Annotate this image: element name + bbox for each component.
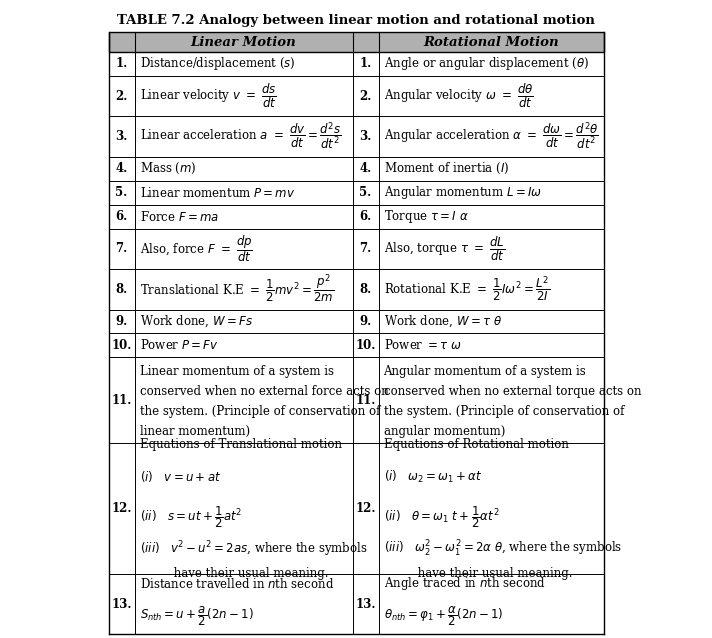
Text: Force $F = ma$: Force $F = ma$ xyxy=(140,209,219,223)
Text: $(iii)\quad v^2 - u^2 = 2as$, where the symbols: $(iii)\quad v^2 - u^2 = 2as$, where the … xyxy=(140,540,367,559)
Text: Mass ($m$): Mass ($m$) xyxy=(140,161,196,177)
Text: $(ii)\quad \theta = \omega_1\ t + \dfrac{1}{2}\alpha t^2$: $(ii)\quad \theta = \omega_1\ t + \dfrac… xyxy=(384,504,499,530)
Text: Rotational Motion: Rotational Motion xyxy=(423,36,559,48)
Text: Torque $\tau = I\ \alpha$: Torque $\tau = I\ \alpha$ xyxy=(384,208,468,225)
Text: have their usual meaning.: have their usual meaning. xyxy=(140,567,328,580)
Text: conserved when no external torque acts on: conserved when no external torque acts o… xyxy=(384,385,641,398)
Text: the system. (Principle of conservation of: the system. (Principle of conservation o… xyxy=(384,405,624,419)
Text: 10.: 10. xyxy=(355,339,376,352)
Text: Also, force $F\ =\ \dfrac{dp}{dt}$: Also, force $F\ =\ \dfrac{dp}{dt}$ xyxy=(140,234,253,264)
Text: 6.: 6. xyxy=(115,210,127,223)
Bar xyxy=(108,309,604,334)
Text: 2.: 2. xyxy=(360,89,372,103)
Text: 9.: 9. xyxy=(360,315,372,328)
Text: Translational K.E $=\ \dfrac{1}{2}mv^2 = \dfrac{p^2}{2m}$: Translational K.E $=\ \dfrac{1}{2}mv^2 =… xyxy=(140,273,334,306)
Text: Linear momentum $P = mv$: Linear momentum $P = mv$ xyxy=(140,186,295,200)
Text: $\theta_{nth} = \varphi_1 + \dfrac{\alpha}{2}(2n-1)$: $\theta_{nth} = \varphi_1 + \dfrac{\alph… xyxy=(384,604,503,628)
Bar xyxy=(108,334,604,357)
Text: TABLE 7.2 Analogy between linear motion and rotational motion: TABLE 7.2 Analogy between linear motion … xyxy=(117,14,595,27)
Text: $S_{nth} = u + \dfrac{a}{2}(2n-1)$: $S_{nth} = u + \dfrac{a}{2}(2n-1)$ xyxy=(140,604,253,628)
Bar xyxy=(108,157,604,181)
Text: $(iii)\quad \omega_2^2 - \omega_1^2 = 2\alpha\ \theta$, where the symbols: $(iii)\quad \omega_2^2 - \omega_1^2 = 2\… xyxy=(384,539,622,560)
Text: $(i)\quad \omega_2 = \omega_1 + \alpha t$: $(i)\quad \omega_2 = \omega_1 + \alpha t… xyxy=(384,468,482,485)
Text: 5.: 5. xyxy=(115,186,127,199)
Text: 3.: 3. xyxy=(360,130,372,143)
Text: Angular momentum $L = I\omega$: Angular momentum $L = I\omega$ xyxy=(384,184,542,201)
Text: Angular momentum of a system is: Angular momentum of a system is xyxy=(384,366,586,378)
Text: 11.: 11. xyxy=(355,394,376,407)
Text: Angle or angular displacement ($\theta$): Angle or angular displacement ($\theta$) xyxy=(384,56,589,73)
Text: 1.: 1. xyxy=(360,57,372,70)
Bar xyxy=(108,32,604,52)
Text: the system. (Principle of conservation of: the system. (Principle of conservation o… xyxy=(140,405,380,419)
Bar xyxy=(108,116,604,157)
Text: Also, torque $\tau\ =\ \dfrac{dL}{dt}$: Also, torque $\tau\ =\ \dfrac{dL}{dt}$ xyxy=(384,235,505,263)
Bar xyxy=(108,52,604,76)
Text: angular momentum): angular momentum) xyxy=(384,425,505,438)
Text: 9.: 9. xyxy=(115,315,127,328)
Text: Equations of Rotational motion: Equations of Rotational motion xyxy=(384,438,568,451)
Text: Rotational K.E $=\ \dfrac{1}{2}I\omega^2 = \dfrac{L^2}{2I}$: Rotational K.E $=\ \dfrac{1}{2}I\omega^2… xyxy=(384,275,550,304)
Text: have their usual meaning.: have their usual meaning. xyxy=(384,567,572,580)
Text: 11.: 11. xyxy=(111,394,132,407)
Bar xyxy=(108,357,604,443)
Text: Angular velocity $\omega\ =\ \dfrac{d\theta}{dt}$: Angular velocity $\omega\ =\ \dfrac{d\th… xyxy=(384,82,533,110)
Text: 13.: 13. xyxy=(111,598,132,611)
Text: Power $P = Fv$: Power $P = Fv$ xyxy=(140,338,218,352)
Text: 8.: 8. xyxy=(360,283,372,296)
Text: Moment of inertia ($I$): Moment of inertia ($I$) xyxy=(384,161,509,177)
Text: Linear velocity $v\ =\ \dfrac{ds}{dt}$: Linear velocity $v\ =\ \dfrac{ds}{dt}$ xyxy=(140,82,276,110)
Text: Distance travelled in $n$th second: Distance travelled in $n$th second xyxy=(140,577,334,591)
Text: $(ii)\quad s = ut + \dfrac{1}{2}at^2$: $(ii)\quad s = ut + \dfrac{1}{2}at^2$ xyxy=(140,504,241,530)
Text: $(i)\quad v = u + at$: $(i)\quad v = u + at$ xyxy=(140,469,221,484)
Text: 1.: 1. xyxy=(115,57,127,70)
Text: 2.: 2. xyxy=(115,89,127,103)
Text: 4.: 4. xyxy=(360,163,372,175)
Text: 5.: 5. xyxy=(360,186,372,199)
Bar xyxy=(108,181,604,205)
Bar xyxy=(108,443,604,574)
Text: Work done, $W = \tau\ \theta$: Work done, $W = \tau\ \theta$ xyxy=(384,314,502,329)
Text: 7.: 7. xyxy=(360,242,372,255)
Text: Linear momentum of a system is: Linear momentum of a system is xyxy=(140,366,333,378)
Bar xyxy=(108,205,604,228)
Bar xyxy=(108,269,604,309)
Text: Angle traced in $n$th second: Angle traced in $n$th second xyxy=(384,575,545,593)
Text: Linear acceleration $a\ =\ \dfrac{dv}{dt} = \dfrac{d^2s}{dt^2}$: Linear acceleration $a\ =\ \dfrac{dv}{dt… xyxy=(140,121,341,152)
Text: 10.: 10. xyxy=(111,339,132,352)
Text: 6.: 6. xyxy=(360,210,372,223)
Text: 13.: 13. xyxy=(355,598,376,611)
Text: 12.: 12. xyxy=(355,502,376,516)
Text: 12.: 12. xyxy=(111,502,132,516)
Bar xyxy=(108,574,604,634)
Text: Work done, $W = Fs$: Work done, $W = Fs$ xyxy=(140,314,252,329)
Text: Equations of Translational motion: Equations of Translational motion xyxy=(140,438,342,451)
Bar xyxy=(108,228,604,269)
Text: linear momentum): linear momentum) xyxy=(140,425,250,438)
Text: Angular acceleration $\alpha\ =\ \dfrac{d\omega}{dt} = \dfrac{d^2\theta}{dt^2}$: Angular acceleration $\alpha\ =\ \dfrac{… xyxy=(384,121,598,152)
Bar xyxy=(108,76,604,116)
Text: 8.: 8. xyxy=(115,283,127,296)
Text: Power $= \tau\ \omega$: Power $= \tau\ \omega$ xyxy=(384,338,461,352)
Text: 7.: 7. xyxy=(115,242,127,255)
Text: Linear Motion: Linear Motion xyxy=(191,36,296,48)
Text: 4.: 4. xyxy=(115,163,127,175)
Text: Distance/displacement ($s$): Distance/displacement ($s$) xyxy=(140,56,295,73)
Text: 3.: 3. xyxy=(115,130,127,143)
Text: conserved when no external force acts on: conserved when no external force acts on xyxy=(140,385,388,398)
